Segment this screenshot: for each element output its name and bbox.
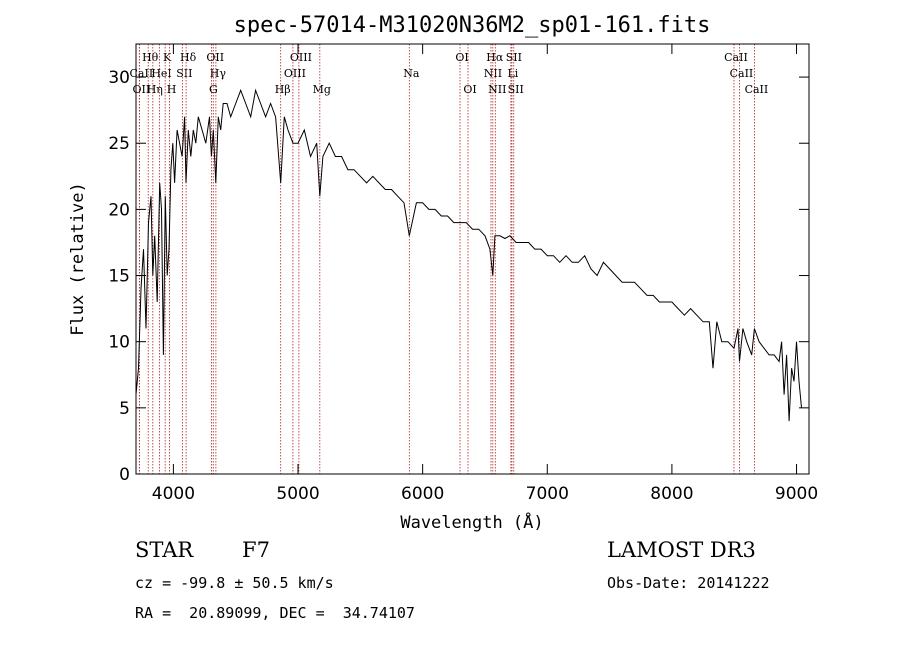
chart-title: spec-57014-M31020N36M2_sp01-161.fits (234, 13, 711, 38)
line-marker-label: OI (463, 83, 476, 96)
line-marker-label: OII (133, 83, 151, 96)
object-class: STAR (135, 538, 194, 562)
line-marker-label: Mg (313, 83, 331, 96)
line-marker-label: SII (508, 83, 524, 96)
line-marker-label: SII (176, 67, 192, 80)
x-tick-label: 7000 (526, 484, 569, 504)
y-tick-label: 30 (108, 68, 130, 88)
survey-name: LAMOST DR3 (607, 538, 756, 562)
plot-frame (135, 43, 810, 475)
x-axis-label: Wavelength (Å) (400, 511, 543, 533)
line-marker-label: CaII (745, 83, 769, 96)
line-marker-label: Hγ (210, 67, 227, 80)
axis-ticks: 4000 5000 6000 7000 8000 9000 0 5 10 15 20 25 30 (108, 44, 818, 504)
y-tick-label: 0 (119, 465, 130, 485)
redshift-cz: cz = -99.8 ± 50.5 km/s (135, 574, 334, 592)
line-marker-label: Li (507, 67, 518, 80)
y-axis-label: Flux (relative) (68, 182, 88, 336)
line-marker-label: Hη (147, 83, 163, 96)
line-marker-label: OIII (284, 67, 306, 80)
line-marker-label: HeI (151, 67, 171, 80)
sky-coordinates: RA = 20.89099, DEC = 34.74107 (135, 604, 415, 622)
line-marker-label: NII (484, 67, 502, 80)
line-marker-label: OI (455, 51, 468, 64)
x-tick-label: 8000 (650, 484, 693, 504)
line-marker-label: K (163, 51, 172, 64)
spectral-line-markers: Hθ OII CaII Hη K HeI H SII Hδ OII Hγ G Hβ OIII OIII Mg N… (130, 44, 769, 474)
line-marker-label: CaII (724, 51, 748, 64)
y-tick-label: 15 (108, 267, 130, 287)
x-tick-label: 9000 (775, 484, 818, 504)
observation-date: Obs-Date: 20141222 (607, 574, 770, 592)
object-subclass: F7 (242, 538, 270, 562)
line-marker-label: H (167, 83, 177, 96)
y-tick-label: 10 (108, 333, 130, 353)
line-marker-label: CaII (130, 67, 154, 80)
line-marker-label: Na (403, 67, 420, 80)
line-marker-label: Hθ (142, 51, 159, 64)
line-marker-label: OII (206, 51, 224, 64)
y-tick-label: 20 (108, 200, 130, 220)
line-marker-label: Hδ (180, 51, 197, 64)
x-tick-label: 6000 (401, 484, 444, 504)
line-marker-label: G (209, 83, 218, 96)
line-marker-label: CaII (730, 67, 754, 80)
x-tick-label: 4000 (152, 484, 195, 504)
line-marker-label: OIII (290, 51, 312, 64)
spectrum-line (135, 88, 802, 422)
line-marker-label: Hβ (275, 83, 291, 96)
y-tick-label: 5 (119, 399, 130, 419)
x-tick-label: 5000 (276, 484, 319, 504)
y-tick-label: 25 (108, 134, 130, 154)
line-marker-label: NII (488, 83, 506, 96)
